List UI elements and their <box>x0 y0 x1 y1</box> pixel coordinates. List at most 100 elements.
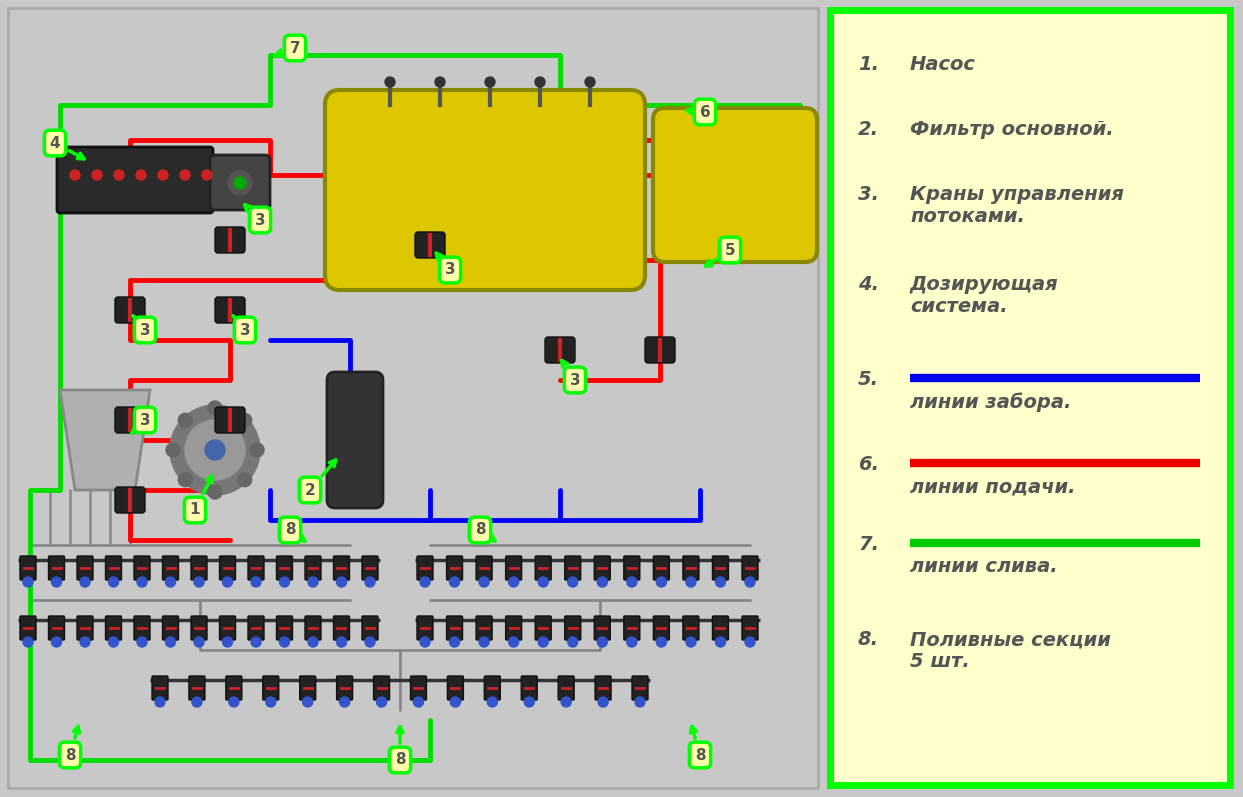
FancyBboxPatch shape <box>416 556 433 580</box>
Circle shape <box>598 697 608 707</box>
Text: 5: 5 <box>706 242 736 266</box>
Circle shape <box>155 697 165 707</box>
Circle shape <box>250 443 264 457</box>
Circle shape <box>385 77 395 87</box>
Text: 7: 7 <box>276 41 301 56</box>
Circle shape <box>337 577 347 587</box>
FancyBboxPatch shape <box>20 556 36 580</box>
FancyBboxPatch shape <box>374 676 389 700</box>
Text: линии забора.: линии забора. <box>910 392 1071 411</box>
Circle shape <box>538 637 548 647</box>
FancyBboxPatch shape <box>624 616 640 640</box>
Text: система.: система. <box>910 297 1008 316</box>
FancyBboxPatch shape <box>742 616 758 640</box>
Circle shape <box>24 637 34 647</box>
Circle shape <box>414 697 424 707</box>
FancyBboxPatch shape <box>48 616 65 640</box>
Circle shape <box>365 637 375 647</box>
Text: 1: 1 <box>190 476 213 517</box>
Circle shape <box>70 170 80 180</box>
Text: Поливные секции: Поливные секции <box>910 630 1111 649</box>
Text: 8: 8 <box>395 727 405 768</box>
Text: 3: 3 <box>562 360 580 387</box>
FancyBboxPatch shape <box>163 616 179 640</box>
Circle shape <box>251 637 261 647</box>
Circle shape <box>450 697 460 707</box>
FancyBboxPatch shape <box>116 407 145 433</box>
FancyBboxPatch shape <box>654 556 670 580</box>
Circle shape <box>237 414 251 427</box>
FancyBboxPatch shape <box>7 8 818 788</box>
FancyBboxPatch shape <box>362 616 378 640</box>
Text: 4: 4 <box>50 135 85 159</box>
FancyBboxPatch shape <box>215 297 245 323</box>
Circle shape <box>626 637 636 647</box>
FancyBboxPatch shape <box>410 676 426 700</box>
FancyBboxPatch shape <box>249 556 264 580</box>
Circle shape <box>435 77 445 87</box>
Circle shape <box>208 485 222 499</box>
FancyBboxPatch shape <box>536 616 551 640</box>
FancyBboxPatch shape <box>116 487 145 513</box>
Circle shape <box>234 177 246 189</box>
Text: 7.: 7. <box>858 535 879 554</box>
Text: Насос: Насос <box>910 55 976 74</box>
FancyBboxPatch shape <box>77 616 93 640</box>
FancyBboxPatch shape <box>712 556 728 580</box>
Text: Дозирующая: Дозирующая <box>910 275 1059 294</box>
Circle shape <box>487 697 497 707</box>
FancyBboxPatch shape <box>742 556 758 580</box>
Circle shape <box>222 577 232 587</box>
Text: 8.: 8. <box>858 630 879 649</box>
FancyBboxPatch shape <box>447 676 464 700</box>
Circle shape <box>137 637 147 647</box>
FancyBboxPatch shape <box>645 337 675 363</box>
FancyBboxPatch shape <box>191 616 208 640</box>
FancyBboxPatch shape <box>249 616 264 640</box>
Text: 8: 8 <box>475 523 495 541</box>
Circle shape <box>508 577 518 587</box>
FancyBboxPatch shape <box>654 616 670 640</box>
FancyBboxPatch shape <box>485 676 501 700</box>
Circle shape <box>450 577 460 587</box>
FancyBboxPatch shape <box>57 147 213 213</box>
Circle shape <box>508 637 518 647</box>
Circle shape <box>114 170 124 180</box>
FancyBboxPatch shape <box>337 676 353 700</box>
Circle shape <box>485 77 495 87</box>
Circle shape <box>585 77 595 87</box>
Text: 4.: 4. <box>858 275 879 294</box>
FancyBboxPatch shape <box>189 676 205 700</box>
Text: 3: 3 <box>133 316 150 337</box>
Circle shape <box>191 697 201 707</box>
Circle shape <box>308 577 318 587</box>
Circle shape <box>337 637 347 647</box>
FancyBboxPatch shape <box>682 556 699 580</box>
FancyBboxPatch shape <box>215 227 245 253</box>
FancyBboxPatch shape <box>594 616 610 640</box>
Circle shape <box>280 577 290 587</box>
FancyBboxPatch shape <box>558 676 574 700</box>
Text: Краны управления: Краны управления <box>910 185 1124 204</box>
Circle shape <box>205 440 225 460</box>
Circle shape <box>170 405 260 495</box>
FancyBboxPatch shape <box>476 556 492 580</box>
FancyBboxPatch shape <box>536 556 551 580</box>
Circle shape <box>92 170 102 180</box>
Circle shape <box>80 637 89 647</box>
Circle shape <box>686 577 696 587</box>
FancyBboxPatch shape <box>333 616 349 640</box>
Text: 6: 6 <box>686 104 711 120</box>
FancyBboxPatch shape <box>830 10 1231 785</box>
FancyBboxPatch shape <box>163 556 179 580</box>
Circle shape <box>135 170 145 180</box>
FancyBboxPatch shape <box>220 556 235 580</box>
Circle shape <box>251 577 261 587</box>
Circle shape <box>137 577 147 587</box>
FancyBboxPatch shape <box>106 556 122 580</box>
Circle shape <box>108 637 118 647</box>
Circle shape <box>598 577 608 587</box>
Text: 5 шт.: 5 шт. <box>910 652 970 671</box>
Circle shape <box>538 577 548 587</box>
FancyBboxPatch shape <box>653 108 817 262</box>
